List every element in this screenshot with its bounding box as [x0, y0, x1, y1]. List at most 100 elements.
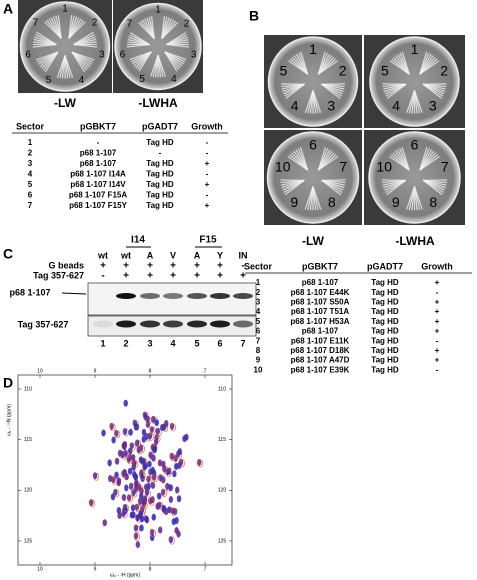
band — [187, 293, 207, 299]
table-cell: 6 — [256, 327, 261, 336]
plate — [19, 1, 111, 92]
sign: + — [147, 271, 153, 282]
table-header: pGBKT7 — [302, 261, 338, 271]
sector-label: 4 — [171, 74, 177, 85]
table-cell: - — [159, 149, 162, 158]
table-cell: 8 — [256, 346, 261, 355]
nmr-peak-outline — [170, 453, 176, 462]
sign: + — [100, 261, 106, 272]
sector-label: 3 — [327, 97, 335, 113]
table-cell: + — [435, 307, 440, 316]
sector-label: 9 — [392, 194, 400, 210]
sector-label: 5 — [381, 63, 389, 79]
sector-label: 10 — [376, 158, 392, 174]
table-cell: p68 1-107 I14V — [70, 180, 126, 189]
nmr-peak-outline — [89, 499, 96, 508]
streak — [35, 51, 59, 61]
sector-label: 3 — [99, 50, 105, 61]
table-cell: Tag HD — [371, 327, 399, 336]
sector-label: 5 — [279, 63, 287, 79]
nmr-peak-outline — [152, 474, 158, 483]
table-cell: 1 — [256, 278, 261, 287]
lane-header: Y — [217, 250, 223, 260]
lane-number: 5 — [194, 338, 199, 348]
table-cell: Tag HD — [371, 336, 399, 345]
band — [210, 293, 230, 299]
sector-label: 1 — [309, 41, 317, 57]
nmr-peak — [123, 399, 128, 407]
table-cell: Tag HD — [371, 298, 399, 307]
table-cell: 4 — [28, 170, 33, 179]
group-label: F15 — [199, 235, 217, 246]
nmr-peak-outline — [161, 489, 167, 498]
nmr-peak-outline — [158, 474, 165, 483]
table-cell: Tag HD — [146, 138, 174, 147]
sign: + — [147, 261, 153, 272]
nmr-peak-outline — [114, 430, 121, 439]
plate-label: -LWHA — [395, 234, 435, 248]
nmr-peak-outline — [145, 489, 151, 498]
y-tick-label: 120 — [218, 488, 227, 494]
sector-label: 4 — [291, 97, 299, 113]
sector-label: 6 — [120, 49, 126, 60]
streak — [422, 83, 443, 99]
panel-label: B — [249, 8, 259, 24]
lane-number: 4 — [170, 338, 175, 348]
nmr-peak — [150, 466, 155, 474]
x-tick-label: 8 — [149, 368, 152, 374]
table-cell: Tag HD — [371, 365, 399, 374]
y-tick-label: 120 — [24, 488, 33, 494]
nmr-peak — [147, 460, 152, 468]
nmr-peak — [151, 513, 156, 521]
lane-header: wt — [97, 250, 108, 260]
nmr-peak — [143, 515, 149, 523]
sector-label: 7 — [127, 18, 133, 29]
lane-header: A — [147, 250, 154, 260]
nmr-peak-outline — [113, 489, 120, 498]
blot-label: Tag 357-627 — [18, 319, 69, 329]
sector-label: 3 — [429, 97, 437, 113]
streak — [419, 60, 440, 75]
nmr-peak — [130, 504, 136, 512]
sector-label: 1 — [411, 41, 419, 57]
y-tick-label: 110 — [24, 386, 32, 392]
table-cell: - — [436, 365, 439, 374]
table-cell: 6 — [28, 191, 33, 200]
nmr-peak — [146, 482, 151, 490]
streak — [321, 179, 342, 196]
table-cell: Tag HD — [371, 307, 399, 316]
table-cell: p68 1-107 F15A — [69, 191, 127, 200]
nmr-peak — [130, 454, 136, 462]
nmr-peak — [184, 433, 189, 441]
nmr-peak-outline — [127, 494, 133, 503]
lane-number: 7 — [240, 338, 245, 348]
table-cell: 3 — [28, 159, 33, 168]
y-tick-label: 125 — [218, 538, 227, 544]
panel-label: A — [3, 1, 13, 17]
sector-label: 4 — [79, 75, 85, 86]
sector-label: 10 — [275, 158, 291, 174]
streak — [304, 186, 314, 210]
plate — [114, 2, 202, 91]
band — [140, 320, 160, 328]
table-cell: + — [435, 327, 440, 336]
nmr-peak — [175, 486, 180, 494]
row-label: G beads — [48, 260, 84, 270]
streak — [321, 83, 341, 99]
nmr-peak-outline — [132, 460, 139, 469]
nmr-peak — [154, 419, 159, 427]
nmr-peak — [116, 477, 122, 485]
nmr-peak — [167, 506, 172, 514]
sector-label: 2 — [184, 18, 190, 29]
nmr-peak — [122, 443, 127, 451]
row-label: Tag 357-627 — [33, 270, 84, 280]
nmr-peak — [150, 481, 156, 489]
band — [116, 293, 136, 299]
table-cell: p68 1-107 A47D — [291, 356, 350, 365]
lane-header: A — [194, 250, 201, 260]
nmr-peak — [124, 473, 129, 481]
table-cell: - — [97, 138, 100, 147]
nmr-peak-outline — [129, 483, 135, 492]
nmr-peak — [134, 479, 139, 487]
band — [116, 320, 136, 328]
